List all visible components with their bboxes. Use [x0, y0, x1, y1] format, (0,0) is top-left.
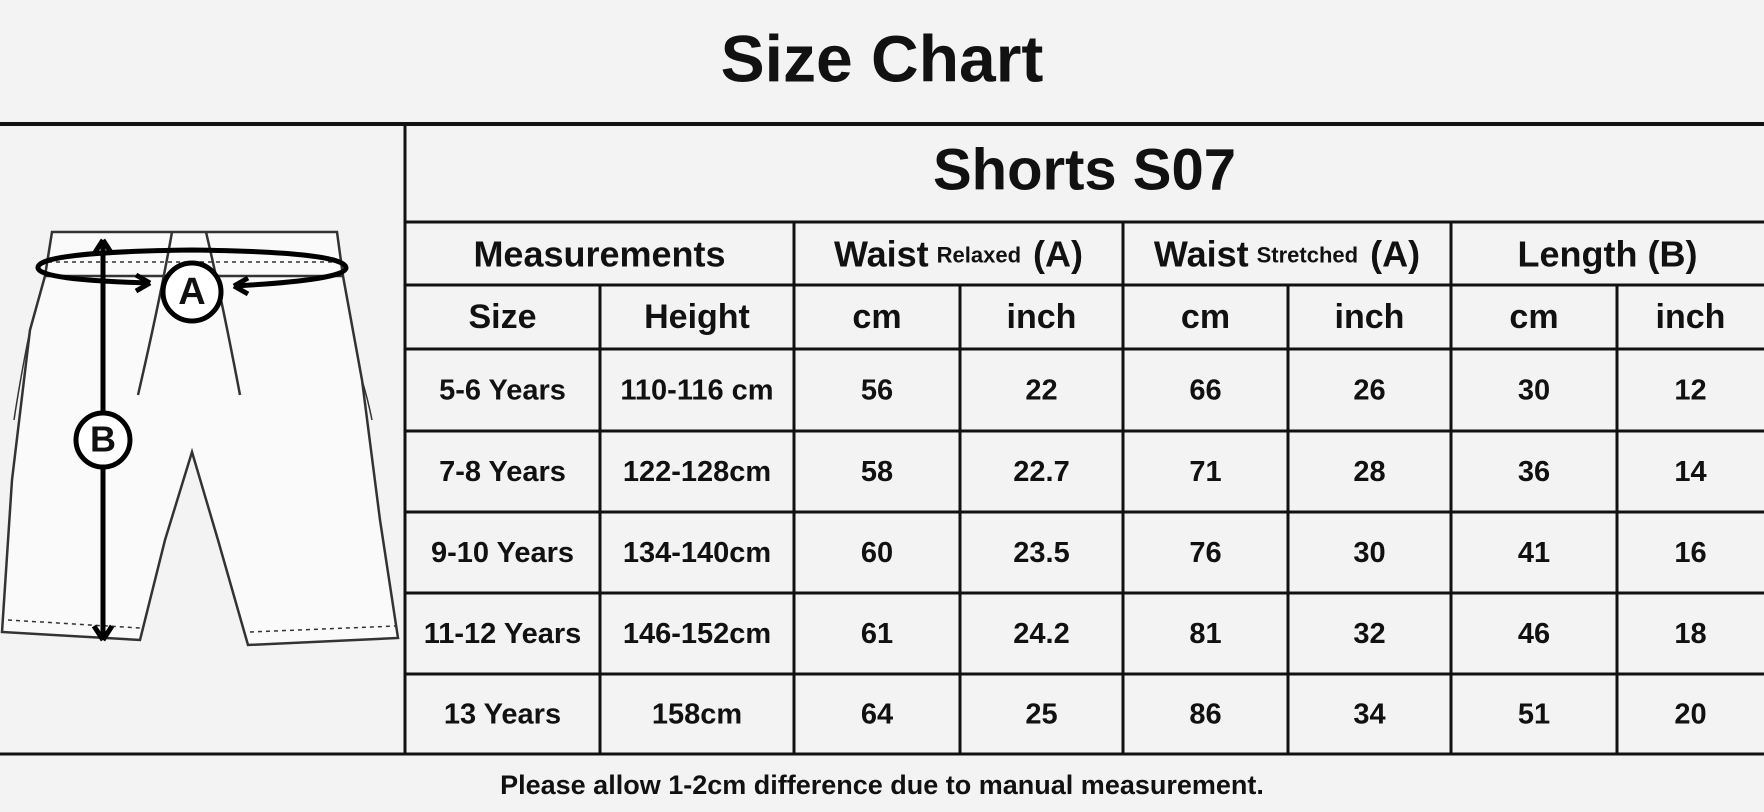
table-cell: 32: [1353, 618, 1385, 650]
table-cell: 122-128cm: [623, 456, 771, 488]
table-cell: 22.7: [1013, 456, 1069, 488]
table-cell: 60: [861, 537, 893, 569]
table-cell: 46: [1518, 618, 1550, 650]
table-cell: 16: [1674, 537, 1706, 569]
table-cell: 22: [1025, 375, 1057, 407]
table-cell: 20: [1674, 699, 1706, 731]
footer-note: Please allow 1-2cm difference due to man…: [500, 770, 1264, 800]
label-circle: [73, 410, 133, 470]
table-cell: 56: [861, 375, 893, 407]
header-qualifier: Relaxed: [937, 242, 1021, 267]
pockets: [13, 329, 373, 421]
table-cell: 30: [1518, 375, 1550, 407]
column-header: inch: [1007, 298, 1077, 336]
table-cell: 58: [861, 456, 893, 488]
table-cell: 24.2: [1013, 618, 1069, 650]
column-header: Size: [468, 298, 536, 336]
header-group: Waist Stretched (A): [1154, 233, 1420, 274]
table-cell: 146-152cm: [623, 618, 771, 650]
header-main: Waist: [1154, 233, 1249, 274]
header-group: Measurements: [473, 233, 725, 274]
waist-arrow: [35, 247, 349, 289]
table-cell: 30: [1353, 537, 1385, 569]
header-qualifier: Stretched: [1257, 242, 1358, 267]
waist-arrowheads: [134, 272, 250, 297]
table-cell: 14: [1674, 456, 1706, 488]
column-header: cm: [1181, 298, 1230, 336]
table-cell: 51: [1518, 699, 1550, 731]
column-header: inch: [1335, 298, 1405, 336]
header-main: Measurements: [473, 233, 725, 274]
table-cell: 81: [1189, 618, 1221, 650]
table-cell: 158cm: [652, 699, 742, 731]
header-main: Waist: [834, 233, 929, 274]
column-header: cm: [852, 298, 901, 336]
table-cell: 134-140cm: [623, 537, 771, 569]
table-cell: 26: [1353, 375, 1385, 407]
table-cell: 71: [1189, 456, 1221, 488]
header-group: Waist Relaxed (A): [834, 233, 1083, 274]
header-suffix: (A): [1033, 233, 1083, 274]
table-cell: 36: [1518, 456, 1550, 488]
page-title: Size Chart: [721, 21, 1044, 95]
diagram-label: B: [90, 419, 116, 460]
column-header: inch: [1656, 298, 1726, 336]
table-cell: 7-8 Years: [439, 456, 566, 488]
hem-stitch: [7, 619, 397, 633]
table-cell: 5-6 Years: [439, 375, 566, 407]
table-cell: 41: [1518, 537, 1550, 569]
column-header: Height: [644, 298, 750, 336]
header-suffix: (A): [1370, 233, 1420, 274]
table-cell: 76: [1189, 537, 1221, 569]
table-cell: 110-116 cm: [620, 375, 773, 407]
table-cell: 66: [1189, 375, 1221, 407]
table-cell: 61: [861, 618, 893, 650]
table-cell: 86: [1189, 699, 1221, 731]
table-cell: 12: [1674, 375, 1706, 407]
column-header: cm: [1509, 298, 1558, 336]
diagram-label: A: [178, 271, 205, 313]
header-main: Length (B): [1518, 233, 1698, 274]
table-cell: 13 Years: [444, 699, 561, 731]
table-title: Shorts S07: [933, 137, 1236, 202]
table-cell: 25: [1025, 699, 1057, 731]
table-cell: 34: [1353, 699, 1385, 731]
table-cell: 11-12 Years: [424, 618, 582, 650]
table-cell: 64: [861, 699, 893, 731]
label-circle: [160, 260, 224, 324]
table-cell: 18: [1674, 618, 1706, 650]
table-cell: 23.5: [1013, 537, 1069, 569]
table-cell: 9-10 Years: [431, 537, 574, 569]
table-cell: 28: [1353, 456, 1385, 488]
header-group: Length (B): [1518, 233, 1698, 274]
